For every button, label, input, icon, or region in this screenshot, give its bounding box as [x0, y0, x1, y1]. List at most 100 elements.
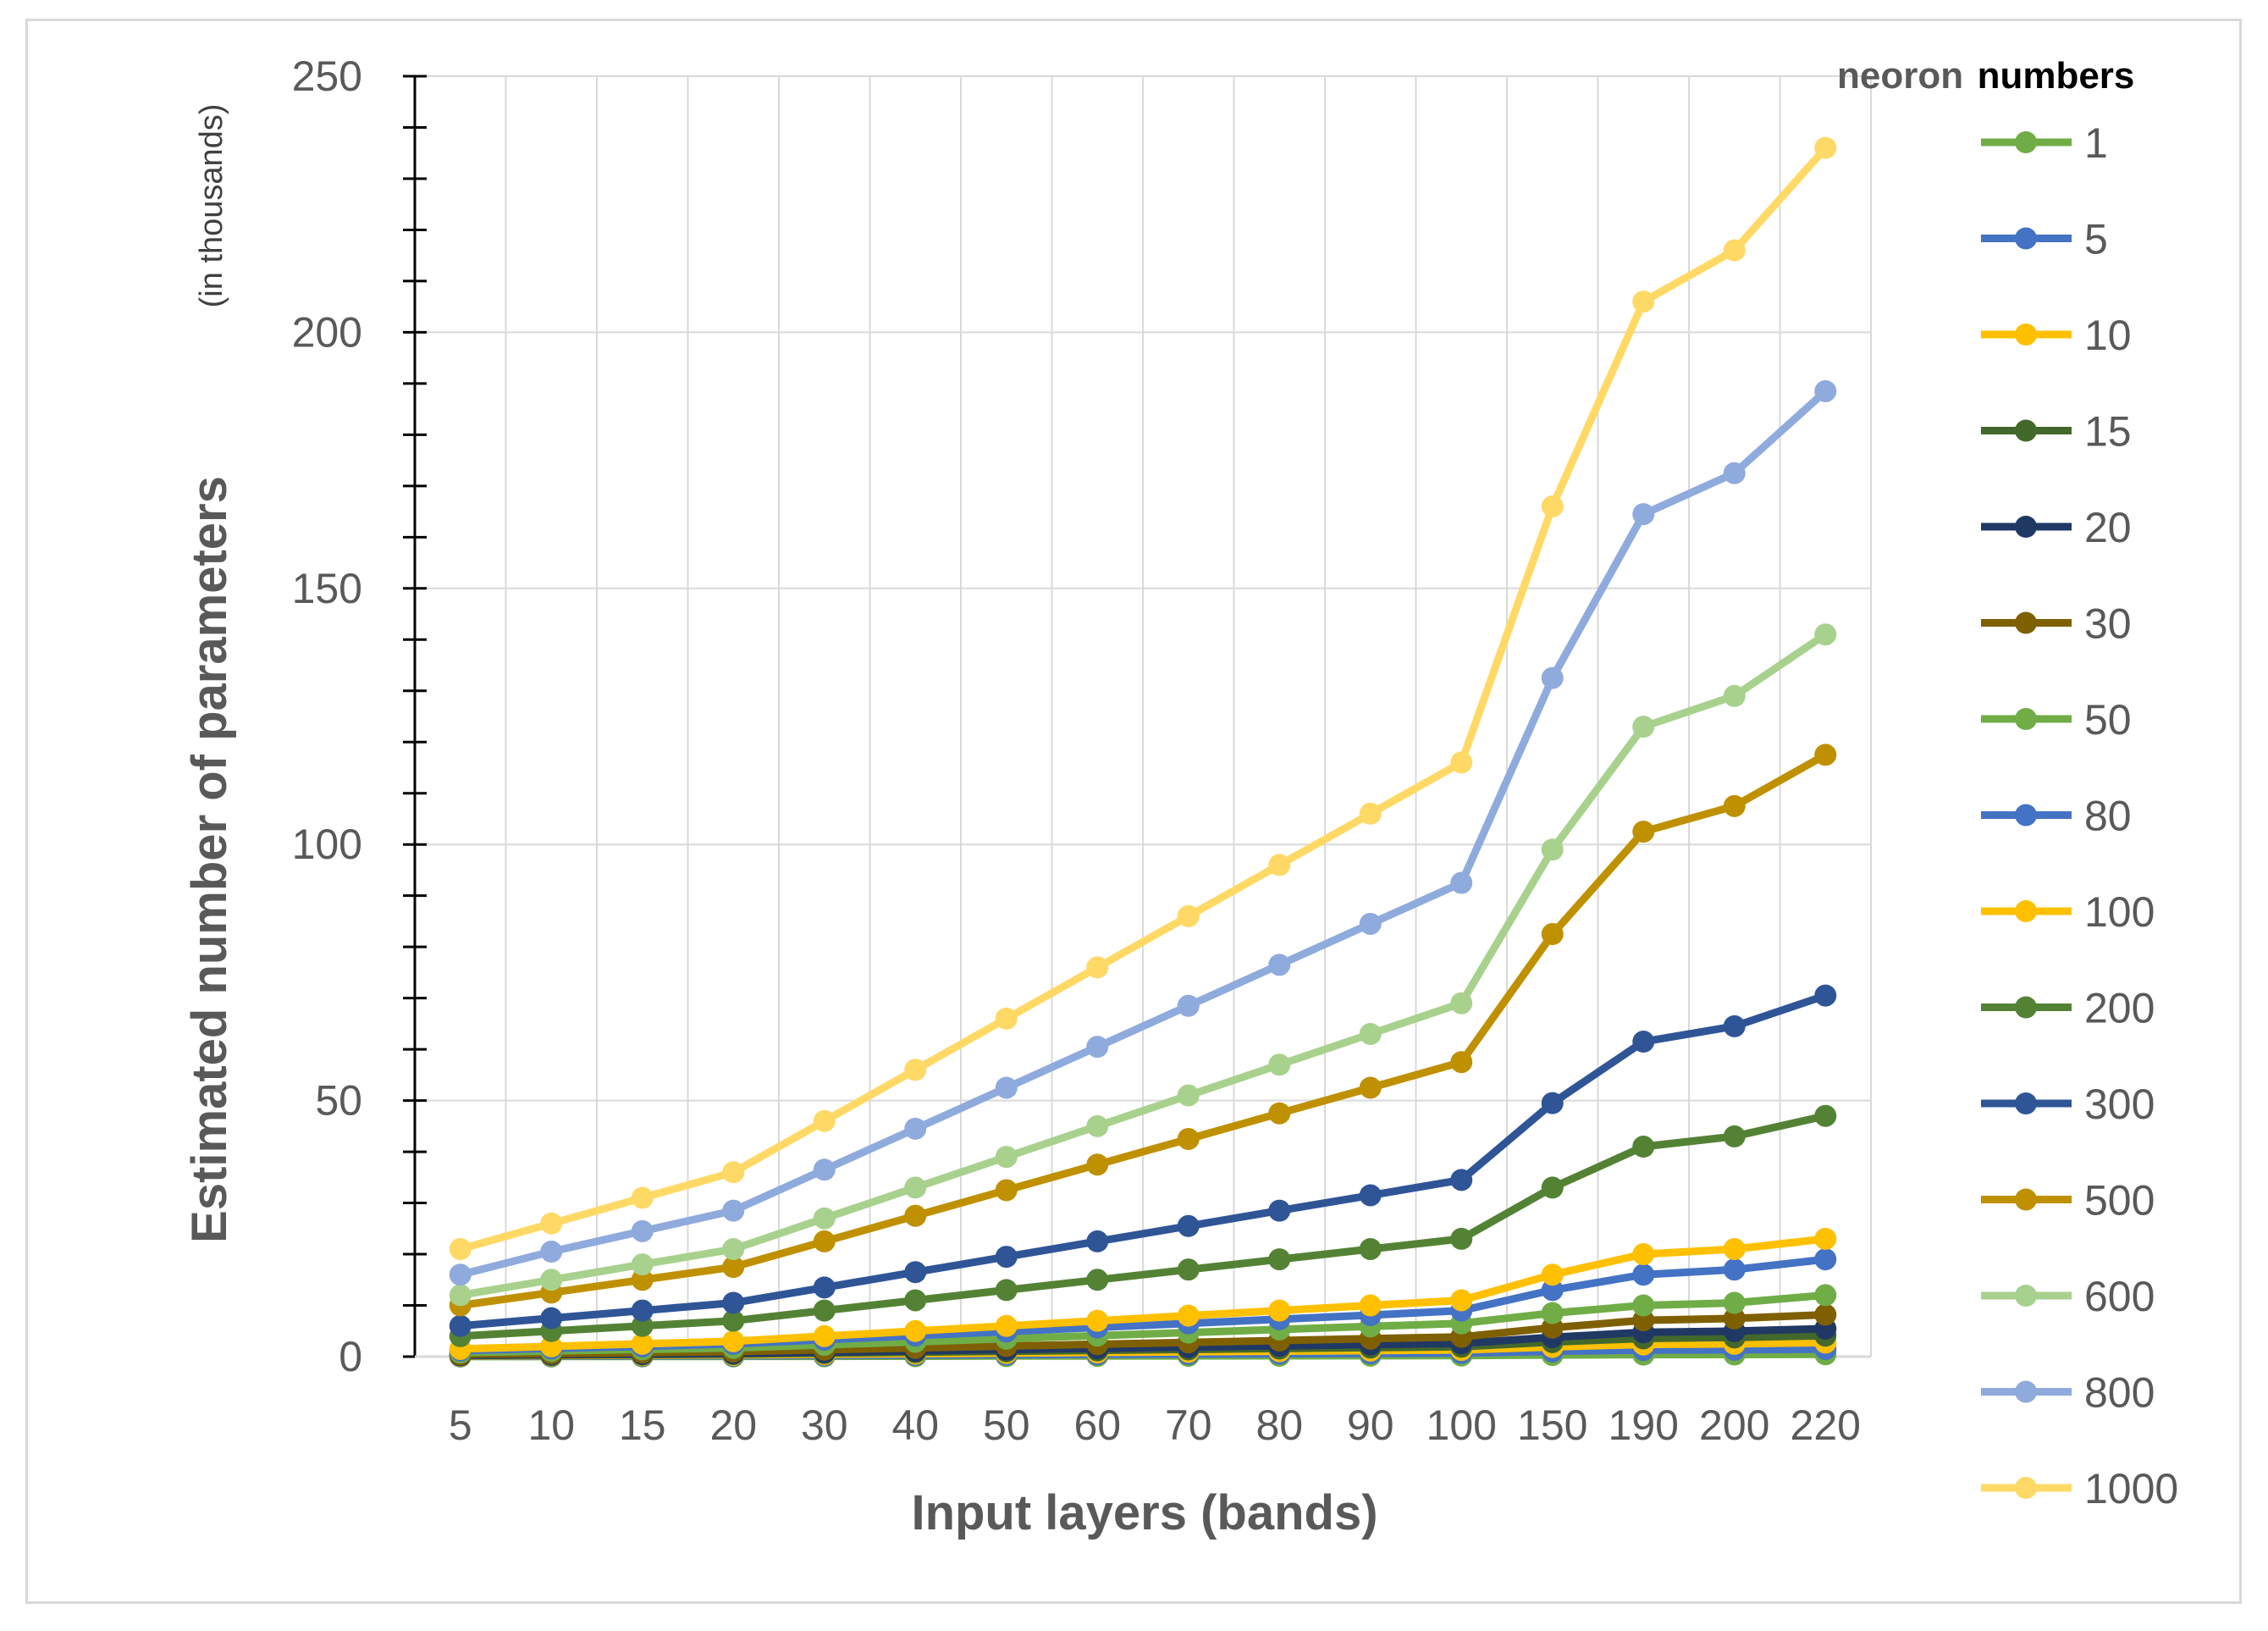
data-point: [1632, 716, 1655, 738]
data-point: [722, 1237, 745, 1260]
data-point: [1814, 1303, 1837, 1326]
legend-label: 5: [2084, 216, 2108, 263]
data-point: [631, 1253, 654, 1276]
grid: [415, 75, 1872, 1357]
data-point: [1541, 923, 1564, 946]
data-point: [1086, 1230, 1109, 1252]
legend-item: 50: [1981, 696, 2132, 744]
legend-item: 1: [1981, 119, 2108, 167]
data-point: [1450, 1227, 1473, 1250]
legend-item: 200: [1981, 985, 2155, 1032]
x-tick-label: 70: [1165, 1402, 1212, 1449]
data-point: [631, 1186, 654, 1209]
legend-label: 1000: [2084, 1465, 2178, 1512]
legend-swatch-marker: [2015, 611, 2037, 634]
data-point: [631, 1314, 654, 1337]
data-point: [631, 1269, 654, 1291]
data-point: [1086, 1309, 1109, 1332]
data-point: [1450, 1289, 1473, 1312]
data-point: [1086, 1269, 1109, 1291]
legend-swatch-marker: [2015, 900, 2037, 922]
data-point: [722, 1330, 745, 1352]
data-point: [1450, 871, 1473, 894]
data-point: [449, 1314, 472, 1337]
legend-item: 500: [1981, 1177, 2155, 1225]
x-tick-label: 5: [449, 1402, 472, 1449]
legend-swatch-marker: [2015, 419, 2037, 442]
legend-label: 15: [2084, 408, 2132, 456]
data-point: [813, 1299, 836, 1322]
x-tick-label: 90: [1347, 1402, 1394, 1449]
axes: 0 50 100 150 200 250 5 10 15 20 30 40 50 60 70 80 90 100 1…: [292, 53, 1871, 1449]
data-point: [1723, 1307, 1746, 1330]
data-point: [722, 1256, 745, 1279]
data-point: [904, 1117, 927, 1140]
legend-item: 20: [1981, 504, 2132, 551]
series-line: [456, 750, 1829, 1309]
data-point: [1450, 751, 1473, 774]
legend-title-word-1: neoron: [1837, 55, 1963, 97]
legend-label: 600: [2084, 1273, 2155, 1320]
legend-label: 800: [2084, 1369, 2155, 1417]
data-point: [1359, 1184, 1382, 1207]
data-point: [1268, 1299, 1291, 1322]
legend-item: 800: [1981, 1369, 2155, 1417]
data-point: [904, 1289, 927, 1312]
data-point: [631, 1332, 654, 1355]
x-tick-label: 80: [1255, 1402, 1303, 1449]
x-tick-label: 10: [527, 1402, 575, 1449]
data-point: [1359, 912, 1382, 935]
x-tick-label: 220: [1791, 1402, 1861, 1449]
x-tick-label: 40: [891, 1402, 939, 1449]
data-point: [1541, 1279, 1564, 1302]
legend-item: 5: [1981, 216, 2108, 263]
x-tick-label: 200: [1699, 1402, 1769, 1449]
data-point: [540, 1212, 563, 1235]
legend-item: 1000: [1981, 1465, 2178, 1512]
legend-item: 80: [1981, 793, 2132, 840]
data-point: [1177, 1084, 1200, 1107]
x-tick-label: 20: [709, 1402, 757, 1449]
data-point: [995, 1007, 1018, 1030]
data-point: [1177, 1214, 1200, 1237]
data-point: [722, 1309, 745, 1332]
data-point: [722, 1291, 745, 1314]
data-point: [540, 1335, 563, 1357]
data-point: [995, 1246, 1018, 1269]
legend-swatch-marker: [2015, 516, 2037, 538]
data-point: [1723, 684, 1746, 707]
legend-label: 80: [2084, 793, 2132, 840]
data-point: [1723, 239, 1746, 262]
data-point: [1450, 1169, 1473, 1191]
data-point: [1268, 954, 1291, 976]
data-point: [722, 1199, 745, 1222]
legend-label: 30: [2084, 600, 2132, 648]
y-tick-label: 0: [339, 1333, 362, 1380]
data-point: [813, 1230, 836, 1252]
data-point: [1268, 1053, 1291, 1076]
series-line: [456, 992, 1829, 1330]
data-point: [995, 1179, 1018, 1202]
legend-item: 600: [1981, 1273, 2155, 1320]
data-point: [1086, 1114, 1109, 1137]
series-800: [449, 379, 1837, 1286]
series-group: [449, 136, 1837, 1368]
y-axis-unit-note: (in thousands): [194, 104, 229, 308]
data-point: [1814, 136, 1837, 159]
data-point: [631, 1299, 654, 1322]
data-point: [449, 1284, 472, 1307]
data-point: [1177, 1304, 1200, 1327]
legend-swatch-marker: [2015, 1477, 2037, 1499]
data-point: [1541, 838, 1564, 861]
data-point: [1814, 1227, 1837, 1250]
data-point: [1177, 904, 1200, 927]
legend-label: 200: [2084, 985, 2155, 1032]
legend-swatch-marker: [2015, 323, 2037, 346]
x-tick-label: 15: [619, 1402, 666, 1449]
data-point: [904, 1176, 927, 1199]
series-line: [456, 387, 1829, 1279]
legend-title-word-2: numbers: [1978, 55, 2135, 97]
data-point: [1177, 1127, 1200, 1150]
